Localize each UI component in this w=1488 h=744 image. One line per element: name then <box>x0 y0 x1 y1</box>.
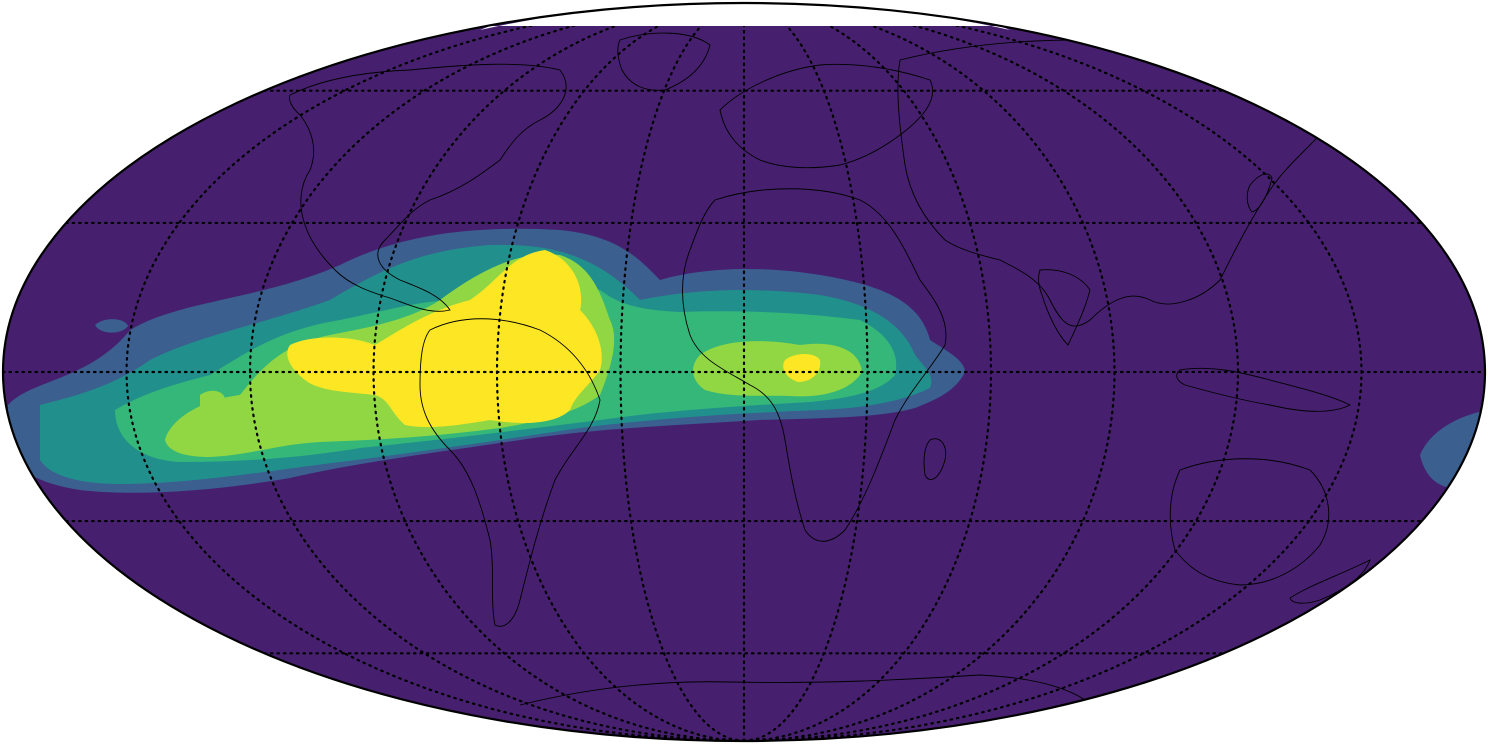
coastline-australia <box>1169 458 1330 586</box>
contour-layer <box>8 228 1485 493</box>
coastline-greenland <box>617 32 711 91</box>
contour-level-1-spot <box>95 319 128 333</box>
coastline-antarctica <box>519 674 1086 706</box>
contour-level-4-africa <box>693 341 862 397</box>
coastline-africa <box>682 188 947 542</box>
graticule-meridians <box>125 3 1363 741</box>
meridian-line <box>619 3 746 741</box>
meridian-line <box>742 3 1363 741</box>
meridian-line <box>372 3 746 741</box>
coastlines <box>289 32 1371 706</box>
coastline-indonesia <box>1176 367 1352 412</box>
coastline-madagascar <box>923 438 947 480</box>
coastline-japan <box>1246 173 1273 213</box>
meridian-line <box>125 3 746 741</box>
contour-level-5 <box>287 250 602 428</box>
coastline-europe <box>719 63 934 169</box>
projection-edge-top <box>480 2 1010 30</box>
meridian-line <box>742 3 993 741</box>
meridian-line <box>742 3 1240 741</box>
meridian-line <box>248 3 746 741</box>
contour-level-5-africa <box>783 354 821 382</box>
meridian-line <box>495 3 746 741</box>
coastline-north-america <box>289 63 567 312</box>
coastline-south-america <box>419 318 601 627</box>
meridian-line <box>742 3 1116 741</box>
contour-level-4-spot <box>200 390 225 412</box>
coastline-india <box>1038 269 1091 346</box>
meridian-line <box>742 3 869 741</box>
coastline-new-zealand <box>1289 559 1371 604</box>
